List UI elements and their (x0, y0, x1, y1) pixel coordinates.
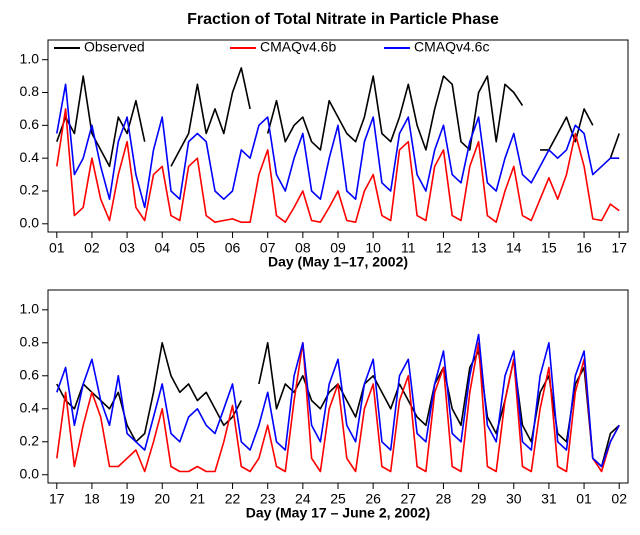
x-tick-label: 06 (225, 240, 241, 256)
x-tick-label: 20 (154, 491, 170, 507)
x-tick-label: 12 (436, 240, 452, 256)
y-tick-label: 0.2 (20, 432, 40, 448)
x-tick-label: 04 (154, 240, 170, 256)
y-tick-label: 0.0 (20, 465, 40, 481)
x-tick-label: 09 (330, 240, 346, 256)
series-line (56, 342, 620, 468)
x-tick-label: 10 (365, 240, 381, 256)
x-tick-label: 14 (506, 240, 522, 256)
x-tick-label: 28 (436, 491, 452, 507)
x-tick-label: 22 (225, 491, 241, 507)
x-tick-label: 31 (541, 491, 557, 507)
series-line (56, 342, 620, 473)
x-tick-label: 23 (260, 491, 276, 507)
x-tick-label: 07 (260, 240, 276, 256)
x-axis-label: Day (May 1–17, 2002) (268, 254, 408, 270)
x-tick-label: 13 (471, 240, 487, 256)
x-tick-label: 16 (576, 240, 592, 256)
x-tick-label: 15 (541, 240, 557, 256)
x-tick-label: 05 (190, 240, 206, 256)
x-tick-label: 01 (576, 491, 592, 507)
x-tick-label: 11 (401, 240, 416, 256)
x-tick-label: 25 (330, 491, 346, 507)
y-tick-label: 0.4 (20, 399, 40, 415)
x-tick-label: 17 (611, 240, 627, 256)
series-line (56, 333, 620, 468)
x-tick-label: 02 (611, 491, 627, 507)
y-tick-label: 0.0 (20, 214, 40, 230)
y-tick-label: 0.8 (20, 333, 40, 349)
y-tick-label: 1.0 (20, 300, 40, 316)
legend-label: CMAQv4.6b (260, 39, 336, 55)
series-line (56, 67, 620, 168)
x-tick-label: 27 (401, 491, 417, 507)
x-tick-label: 19 (119, 491, 135, 507)
y-tick-label: 0.6 (20, 366, 40, 382)
x-tick-label: 01 (49, 240, 65, 256)
x-axis-label: Day (May 17 – June 2, 2002) (246, 505, 430, 521)
y-tick-label: 0.4 (20, 149, 40, 165)
series-line (56, 83, 620, 209)
y-tick-label: 0.6 (20, 116, 40, 132)
y-tick-label: 0.8 (20, 83, 40, 99)
y-tick-label: 0.2 (20, 182, 40, 198)
x-tick-label: 03 (119, 240, 135, 256)
legend-label: Observed (84, 39, 145, 55)
x-tick-label: 02 (84, 240, 100, 256)
x-tick-label: 26 (365, 491, 381, 507)
y-tick-label: 1.0 (20, 50, 40, 66)
x-tick-label: 17 (49, 491, 65, 507)
chart-title: Fraction of Total Nitrate in Particle Ph… (187, 11, 499, 28)
x-tick-label: 29 (471, 491, 487, 507)
x-tick-label: 18 (84, 491, 100, 507)
series-line (56, 108, 620, 223)
x-tick-label: 08 (295, 240, 311, 256)
x-tick-label: 30 (506, 491, 522, 507)
x-tick-label: 24 (295, 491, 311, 507)
x-tick-label: 21 (190, 491, 206, 507)
legend-label: CMAQv4.6c (414, 39, 489, 55)
